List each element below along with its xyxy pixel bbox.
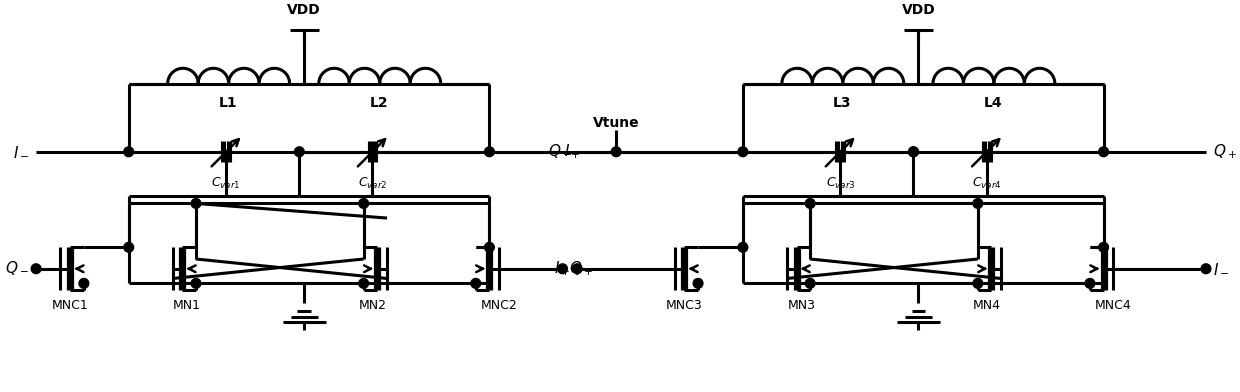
- Text: $C_{var4}$: $C_{var4}$: [972, 175, 1002, 191]
- Text: $Q_+$: $Q_+$: [569, 260, 593, 278]
- Text: $I_-$: $I_-$: [1213, 261, 1229, 276]
- Circle shape: [358, 278, 368, 288]
- Text: MNC2: MNC2: [481, 299, 517, 312]
- Text: MNC1: MNC1: [52, 299, 88, 312]
- Circle shape: [738, 147, 748, 157]
- Text: VDD: VDD: [288, 3, 321, 17]
- Circle shape: [471, 278, 481, 288]
- Circle shape: [1202, 264, 1210, 274]
- Circle shape: [1085, 278, 1095, 288]
- Text: L4: L4: [985, 96, 1003, 110]
- Circle shape: [909, 147, 919, 157]
- Text: L3: L3: [833, 96, 852, 110]
- Circle shape: [1099, 242, 1109, 252]
- Circle shape: [485, 147, 495, 157]
- Circle shape: [558, 264, 568, 274]
- Text: L1: L1: [218, 96, 238, 110]
- Circle shape: [191, 199, 201, 208]
- Text: MN2: MN2: [358, 299, 387, 312]
- Text: MNC3: MNC3: [666, 299, 703, 312]
- Text: VDD: VDD: [901, 3, 935, 17]
- Text: $Q_-$: $Q_-$: [548, 143, 573, 160]
- Text: $I_+$: $I_+$: [554, 260, 570, 278]
- Circle shape: [693, 278, 703, 288]
- Text: $Q_-$: $Q_-$: [5, 260, 30, 278]
- Text: $C_{var1}$: $C_{var1}$: [211, 175, 241, 191]
- Text: MN3: MN3: [787, 299, 816, 312]
- Circle shape: [805, 199, 815, 208]
- Circle shape: [973, 199, 983, 208]
- Circle shape: [611, 147, 621, 157]
- Circle shape: [573, 264, 582, 274]
- Circle shape: [909, 147, 919, 157]
- Text: $C_{var3}$: $C_{var3}$: [826, 175, 856, 191]
- Circle shape: [191, 278, 201, 288]
- Circle shape: [124, 242, 134, 252]
- Text: $I_-$: $I_-$: [12, 144, 30, 159]
- Circle shape: [31, 264, 41, 274]
- Circle shape: [805, 278, 815, 288]
- Circle shape: [738, 242, 748, 252]
- Circle shape: [1099, 147, 1109, 157]
- Circle shape: [973, 278, 983, 288]
- Circle shape: [358, 199, 368, 208]
- Text: MNC4: MNC4: [1095, 299, 1132, 312]
- Text: Vtune: Vtune: [593, 116, 640, 130]
- Circle shape: [485, 242, 495, 252]
- Circle shape: [124, 147, 134, 157]
- Text: MN1: MN1: [174, 299, 201, 312]
- Text: MN4: MN4: [972, 299, 1001, 312]
- Text: $I_+$: $I_+$: [564, 142, 580, 161]
- Circle shape: [294, 147, 304, 157]
- Text: L2: L2: [370, 96, 388, 110]
- Text: $Q_+$: $Q_+$: [1213, 142, 1236, 161]
- Text: $C_{var2}$: $C_{var2}$: [357, 175, 387, 191]
- Circle shape: [79, 278, 89, 288]
